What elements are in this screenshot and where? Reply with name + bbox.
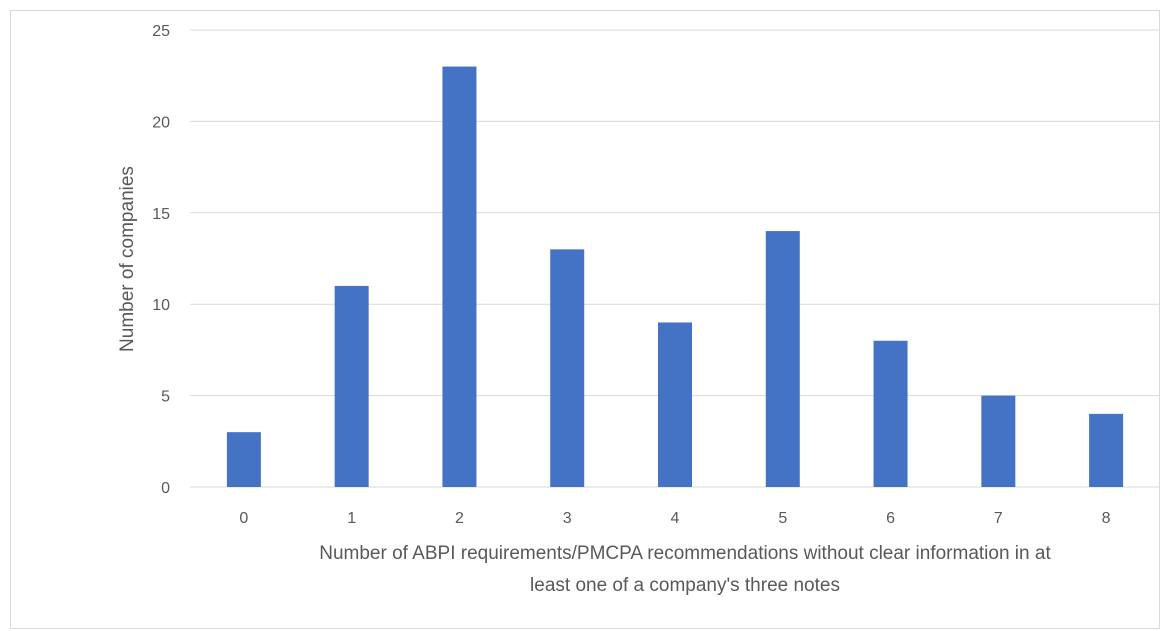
x-tick-label: 7 bbox=[994, 510, 1003, 527]
bar-2 bbox=[442, 66, 477, 487]
bar-3 bbox=[550, 249, 585, 487]
chart-frame bbox=[10, 10, 1160, 629]
bar-6 bbox=[873, 340, 908, 487]
y-tick-label: 5 bbox=[161, 389, 170, 406]
y-axis-title: Number of companies bbox=[117, 166, 138, 352]
y-tick-label: 25 bbox=[152, 23, 170, 40]
bar-0 bbox=[226, 432, 261, 487]
x-tick-label: 0 bbox=[239, 510, 248, 527]
x-tick-label: 5 bbox=[778, 510, 787, 527]
x-tick-label: 2 bbox=[455, 510, 464, 527]
y-axis-ticks: 0 5 10 15 20 25 bbox=[152, 23, 170, 497]
x-tick-label: 4 bbox=[671, 510, 680, 527]
x-tick-label: 3 bbox=[563, 510, 572, 527]
x-tick-label: 8 bbox=[1102, 510, 1111, 527]
x-axis-ticks: 0 1 2 3 4 5 6 7 8 bbox=[239, 510, 1110, 527]
bar-5 bbox=[765, 231, 800, 487]
x-axis-title-line-1: Number of ABPI requirements/PMCPA recomm… bbox=[319, 543, 1051, 564]
bar-8 bbox=[1089, 413, 1124, 487]
y-tick-label: 10 bbox=[152, 297, 170, 314]
x-tick-label: 6 bbox=[886, 510, 895, 527]
bar-4 bbox=[658, 322, 692, 487]
bar-1 bbox=[334, 285, 369, 487]
y-tick-label: 0 bbox=[161, 480, 170, 497]
x-tick-label: 1 bbox=[347, 510, 356, 527]
bar-7 bbox=[981, 395, 1016, 487]
x-axis-title-line-2: least one of a company's three notes bbox=[530, 575, 840, 596]
bars bbox=[226, 66, 1124, 487]
y-tick-label: 20 bbox=[152, 114, 170, 131]
y-tick-label: 15 bbox=[152, 206, 170, 223]
